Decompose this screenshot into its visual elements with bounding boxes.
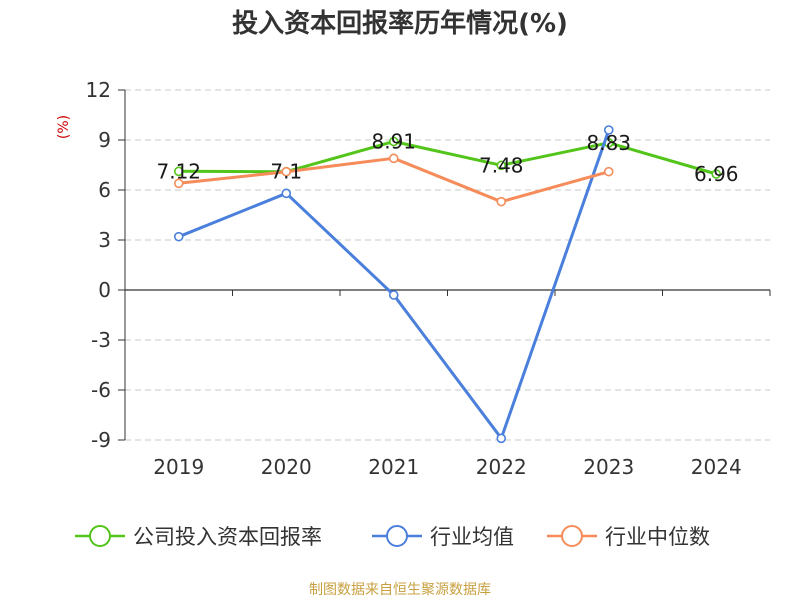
legend-label: 公司投入资本回报率 [133, 525, 322, 549]
data-point [388, 136, 399, 147]
data-label: 7.1 [270, 160, 302, 184]
data-label: 7.12 [156, 159, 201, 183]
data-point [603, 166, 614, 177]
x-tick-label: 2022 [476, 455, 527, 479]
x-tick-label: 2024 [691, 455, 742, 479]
data-point [496, 160, 507, 171]
legend[interactable]: 公司投入资本回报率 行业均值 行业中位数 [75, 525, 710, 549]
chart-title: 投入资本回报率历年情况(%) [232, 8, 568, 39]
data-label: 8.83 [586, 131, 631, 155]
y-tick-label: 3 [98, 228, 111, 252]
data-point [603, 125, 614, 135]
y-tick-label: 9 [98, 128, 111, 152]
data-point [281, 188, 292, 199]
y-tick-label: 12 [86, 78, 111, 102]
data-labels: 7.12 7.1 8.91 7.48 8.83 6.96 [156, 130, 738, 187]
data-point [388, 153, 399, 164]
data-label: 6.96 [694, 162, 739, 186]
legend-label: 行业中位数 [605, 525, 710, 549]
data-label: 8.91 [371, 130, 416, 154]
y-tick-label: -6 [91, 378, 111, 402]
series-line [178, 156, 610, 204]
data-point [281, 166, 292, 177]
y-axis-label: (%) [56, 115, 72, 139]
y-tick-label: -9 [91, 428, 111, 452]
data-point [173, 231, 184, 242]
y-tick-label: 6 [98, 178, 111, 202]
data-point [711, 169, 722, 179]
legend-marker [89, 525, 111, 547]
legend-marker [561, 525, 583, 547]
x-tick-label: 2019 [153, 455, 204, 479]
data-point [173, 166, 184, 177]
x-tick-label: 2021 [368, 455, 419, 479]
legend-label: 行业均值 [430, 525, 514, 549]
x-tick-label: 2023 [583, 455, 634, 479]
legend-marker [386, 525, 408, 547]
y-tick-label: 0 [98, 278, 111, 302]
data-point [496, 433, 507, 444]
series-line [178, 140, 717, 176]
data-point [388, 290, 399, 300]
source-footer: 制图数据来自恒生聚源数据库 [309, 582, 491, 598]
data-point [173, 178, 184, 189]
data-label: 7.48 [479, 153, 524, 177]
axes: 12 9 6 3 0 -3 -6 -9 2019 2020 2021 2022 2023 2024 [86, 78, 771, 479]
data-point [496, 196, 507, 207]
grid-lines [125, 89, 770, 441]
x-tick-label: 2020 [261, 455, 312, 479]
series-lines [173, 125, 722, 444]
y-tick-label: -3 [91, 328, 111, 352]
